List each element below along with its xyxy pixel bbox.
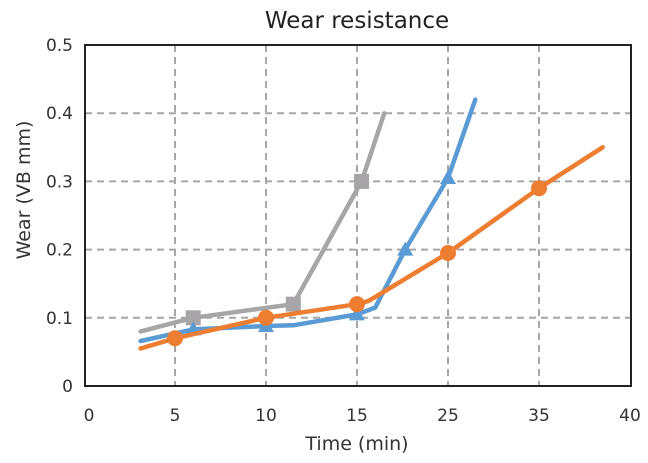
x-tick-labels: 0 5 10 15 25 35 40 xyxy=(84,406,641,426)
series-circle-point xyxy=(531,180,547,197)
y-tick-label: 0.1 xyxy=(46,309,73,329)
x-tick-label: 25 xyxy=(437,406,459,426)
series-circle-point xyxy=(167,330,183,347)
x-tick-label: 5 xyxy=(170,406,181,426)
series-square-point xyxy=(185,310,201,326)
series-triangle-point xyxy=(349,306,365,321)
x-axis-title: Time (min) xyxy=(304,433,408,455)
x-tick-label: 10 xyxy=(255,406,277,426)
x-tick-label: 40 xyxy=(619,406,641,426)
series-triangle-point xyxy=(397,241,414,256)
series-circle-point xyxy=(440,245,456,262)
series-triangle-line xyxy=(138,97,478,344)
y-tick-label: 0 xyxy=(62,377,73,397)
series-circle-point xyxy=(258,309,274,326)
chart-title: Wear resistance xyxy=(265,8,449,34)
series-square-point xyxy=(285,296,301,312)
y-axis-title: Wear (VB mm) xyxy=(13,121,35,260)
series-layer xyxy=(138,97,605,351)
series-square-point xyxy=(354,173,370,189)
series-triangle-point xyxy=(440,169,456,184)
y-tick-label: 0.2 xyxy=(46,241,73,261)
series-square-line xyxy=(138,110,387,334)
plot-area-frame xyxy=(84,44,632,387)
grid xyxy=(85,45,631,386)
y-tick-label: 0.4 xyxy=(46,104,73,124)
x-tick-label: 35 xyxy=(528,406,550,426)
x-tick-label: 15 xyxy=(346,406,368,426)
y-tick-label: 0.5 xyxy=(46,36,73,56)
series-circle-point xyxy=(349,296,365,313)
x-tick-label: 0 xyxy=(84,406,95,426)
y-tick-label: 0.3 xyxy=(46,172,73,192)
y-tick-labels: 0 0.1 0.2 0.3 0.4 0.5 xyxy=(46,36,73,397)
